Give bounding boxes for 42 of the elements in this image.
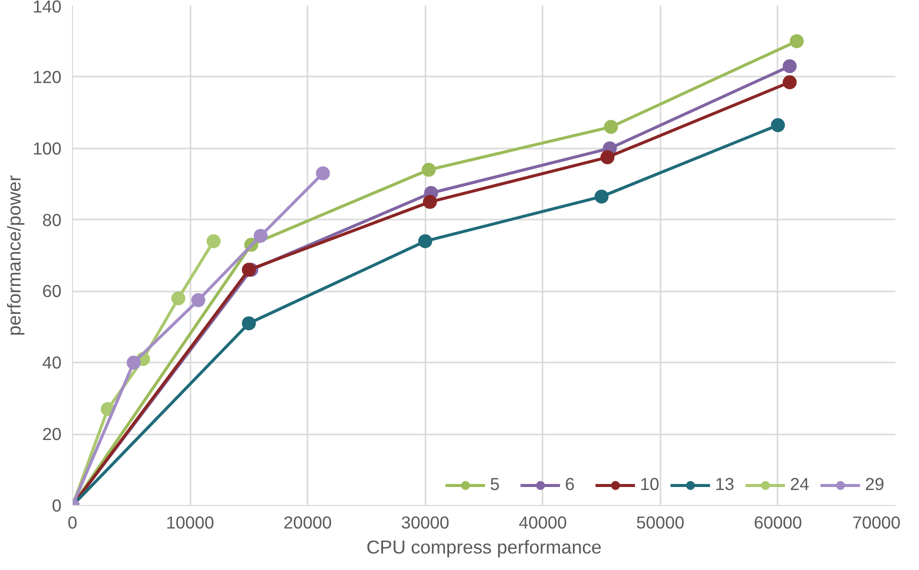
x-tick-label: 10000 (166, 512, 214, 532)
y-axis-title: performance/power (4, 175, 25, 336)
point (171, 291, 186, 306)
x-tick-label: 50000 (636, 512, 684, 532)
y-tick-label: 100 (32, 138, 62, 158)
legend-label: 5 (490, 474, 501, 495)
y-tick-label: 40 (42, 352, 62, 373)
legend-label: 29 (865, 474, 885, 495)
point (418, 234, 432, 248)
legend-label: 10 (640, 474, 660, 495)
point (770, 118, 785, 132)
y-tick-label: 120 (32, 66, 62, 87)
y-tick-label: 0 (52, 496, 62, 516)
point (206, 234, 221, 248)
y-tick-label: 60 (42, 281, 62, 302)
point (191, 293, 206, 308)
point (126, 356, 141, 370)
point (422, 162, 436, 177)
x-tick-label: 40000 (518, 512, 567, 532)
x-tick-label: 0 (68, 512, 78, 532)
x-tick-label: 70000 (852, 512, 900, 532)
y-tick-label: 80 (42, 210, 62, 230)
x-tick-label: 30000 (401, 512, 450, 532)
point (242, 316, 256, 330)
point (782, 75, 797, 90)
legend-label: 13 (715, 474, 735, 495)
point (316, 166, 330, 180)
point (600, 150, 614, 164)
x-axis-title: CPU compress performance (366, 536, 602, 558)
point (242, 262, 256, 277)
legend-label: 24 (790, 474, 810, 495)
y-tick-label: 20 (42, 424, 62, 444)
legend-label: 6 (565, 474, 576, 495)
point (790, 34, 804, 48)
y-tick-label: 140 (32, 0, 62, 16)
point (422, 194, 437, 209)
x-tick-label: 60000 (754, 512, 802, 532)
point (594, 190, 609, 204)
point (254, 228, 268, 243)
x-tick-label: 20000 (284, 512, 332, 532)
point (782, 59, 797, 74)
point (604, 120, 618, 134)
